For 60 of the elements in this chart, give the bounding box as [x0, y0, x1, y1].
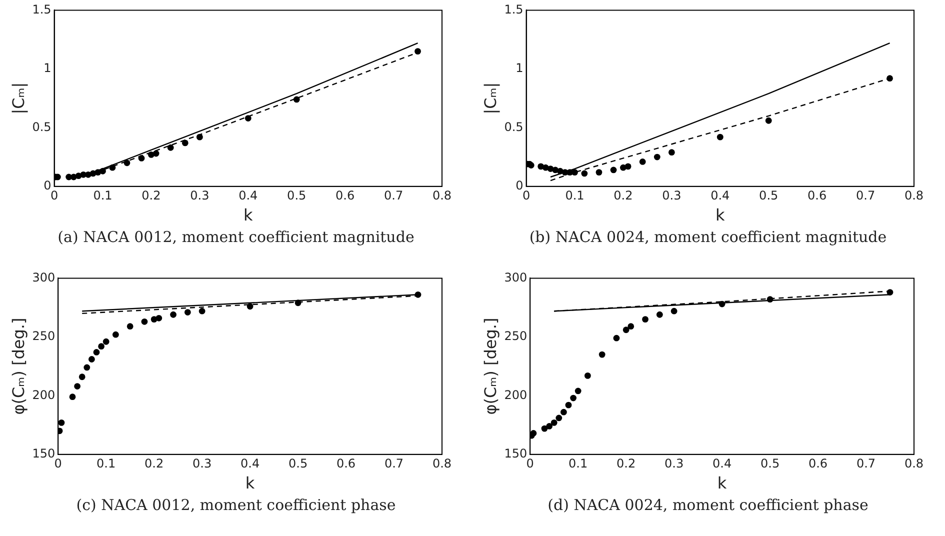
text: (a) NACA 0012, moment coefficient magnitude: [56, 228, 416, 246]
x-tick-label: 0.1: [93, 188, 112, 203]
x-tick-label: 0.8: [432, 188, 452, 203]
text: (b) NACA 0024, moment coefficient magnitude: [528, 228, 888, 246]
x-tick-label: 0.5: [288, 456, 308, 471]
x-tick-label: 0.8: [432, 456, 452, 471]
x-tick-label: 0.3: [662, 188, 682, 203]
x-axis-title: k: [716, 206, 726, 225]
x-tick-label: 0.8: [904, 188, 924, 203]
x-tick-label: 0.2: [144, 456, 164, 471]
x-tick-label: 0.1: [565, 188, 584, 203]
y-tick-label: 200: [504, 388, 528, 402]
x-axis-title: k: [245, 474, 256, 493]
y-tick-label: 0: [516, 178, 524, 193]
y-tick-label: 0: [44, 178, 52, 193]
text: (d) NACA 0024, moment coefficient phase: [546, 496, 870, 514]
y-tick-label: 0.5: [504, 120, 524, 134]
y-tick-label: 200: [32, 388, 56, 402]
x-tick-label: 0.2: [616, 456, 636, 471]
y-tick-label: 1.5: [504, 2, 524, 16]
y-tick-label: 300: [504, 270, 528, 284]
y-tick-label: 1: [44, 61, 52, 76]
y-tick-label: 250: [32, 329, 56, 344]
x-tick-label: 0.4: [710, 188, 730, 203]
x-tick-label: 0.8: [904, 456, 924, 471]
y-tick-label: 250: [504, 329, 528, 344]
x-tick-label: 0.3: [192, 456, 212, 471]
y-axis-title: |Cₘ|: [480, 82, 500, 114]
y-tick-label: 0.5: [32, 120, 52, 134]
text: (c) NACA 0012, moment coefficient phase: [75, 496, 397, 514]
x-tick-label: 0.7: [856, 456, 876, 471]
y-tick-label: 150: [504, 446, 528, 461]
y-tick-label: 300: [32, 270, 56, 284]
x-tick-label: 0.5: [760, 456, 780, 471]
x-tick-label: 0.1: [96, 456, 116, 471]
y-axis-title: φ(Cₘ) [deg.]: [8, 318, 28, 415]
x-tick-label: 0.7: [384, 456, 404, 471]
x-tick-label: 0.2: [142, 188, 161, 203]
x-tick-label: 0.3: [190, 188, 210, 203]
x-tick-label: 0.2: [614, 188, 633, 203]
x-tick-label: 0.4: [238, 188, 258, 203]
x-tick-label: 0.5: [287, 188, 306, 203]
x-tick-label: 0.6: [336, 456, 356, 471]
y-tick-label: 1: [516, 61, 524, 76]
x-axis-title: k: [244, 206, 254, 225]
x-tick-label: 0.1: [568, 456, 588, 471]
x-tick-label: 0.4: [240, 456, 260, 471]
x-axis-title: k: [717, 474, 728, 493]
x-tick-label: 0.6: [808, 456, 828, 471]
y-tick-label: 150: [32, 446, 56, 461]
x-tick-label: 0.5: [759, 188, 778, 203]
x-tick-label: 0.7: [384, 188, 404, 203]
y-axis-title: |Cₘ|: [8, 82, 28, 114]
y-axis-title: φ(Cₘ) [deg.]: [480, 318, 500, 415]
x-tick-label: 0.6: [808, 188, 827, 203]
x-tick-label: 0.7: [856, 188, 876, 203]
x-tick-label: 0.4: [712, 456, 732, 471]
x-tick-label: 0.6: [336, 188, 355, 203]
x-tick-label: 0.3: [664, 456, 684, 471]
y-tick-label: 1.5: [32, 2, 52, 16]
